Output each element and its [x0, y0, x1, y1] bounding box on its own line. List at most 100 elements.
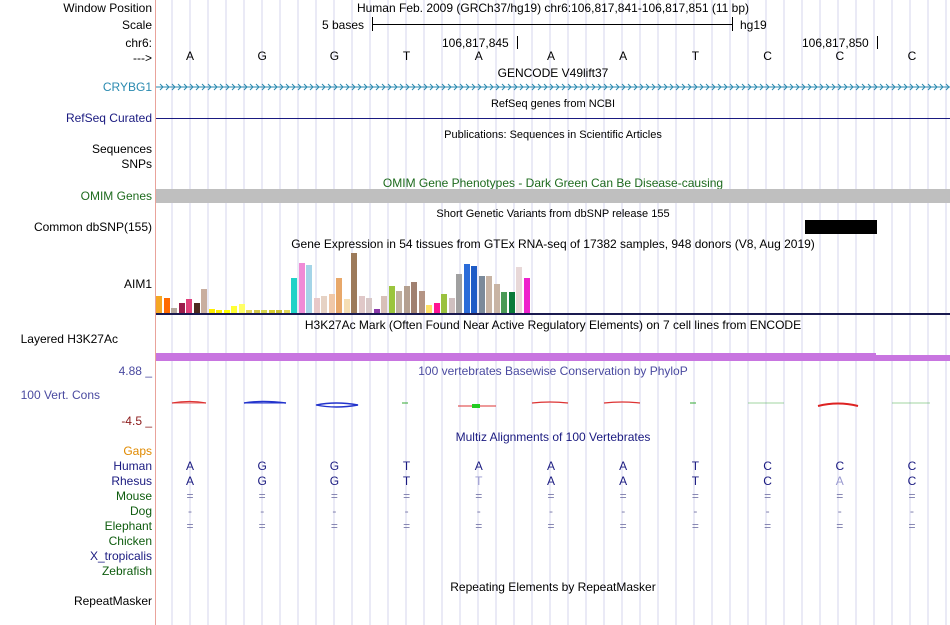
gtex-tissue-bar[interactable] — [231, 306, 237, 313]
omim-gene-feature[interactable] — [156, 189, 950, 203]
mouse-alignment-base: = — [258, 489, 266, 503]
gtex-tissue-bar[interactable] — [486, 276, 492, 313]
elephant-alignment-base: = — [330, 519, 338, 533]
layered-h3k27ac-label[interactable]: Layered H3K27Ac — [20, 332, 118, 346]
gtex-tissue-bar[interactable] — [403, 285, 410, 313]
dbsnp-variant-feature[interactable] — [805, 220, 877, 234]
gtex-tissue-bar[interactable] — [493, 283, 500, 313]
gtex-tissue-bar[interactable] — [373, 309, 380, 313]
mouse-alignment-base: = — [764, 489, 772, 503]
gtex-tissue-bar[interactable] — [471, 265, 477, 313]
gtex-tissue-bar[interactable] — [298, 262, 305, 313]
scale-label: Scale — [121, 18, 152, 32]
gtex-tissue-bar[interactable] — [208, 309, 215, 313]
omim-genes-label[interactable]: OMIM Genes — [80, 189, 152, 203]
gtex-tissue-bar[interactable] — [351, 253, 357, 313]
rhesus-alignment-base: G — [329, 474, 340, 488]
gtex-tissue-bar[interactable] — [201, 288, 207, 313]
gtex-tissue-bar[interactable] — [186, 299, 192, 313]
gtex-tissue-bar[interactable] — [223, 310, 230, 313]
snps-label[interactable]: SNPs — [121, 157, 152, 171]
gtex-tissue-bar[interactable] — [523, 278, 530, 313]
gtex-tissue-bar[interactable] — [418, 290, 425, 313]
gtex-tissue-bar[interactable] — [306, 264, 312, 313]
elephant-species-label[interactable]: Elephant — [104, 519, 152, 533]
sequences-label[interactable]: Sequences — [91, 142, 152, 156]
gtex-tissue-bar[interactable] — [313, 298, 320, 313]
rhesus-species-label[interactable]: Rhesus — [111, 474, 152, 488]
gtex-baseline — [156, 313, 950, 315]
gtex-tissue-bar[interactable] — [291, 278, 297, 313]
gtex-tissue-bar[interactable] — [283, 310, 290, 313]
gaps-label[interactable]: Gaps — [123, 444, 152, 458]
gtex-bar-chart[interactable] — [156, 252, 950, 313]
gtex-tissue-bar[interactable] — [426, 305, 432, 313]
gtex-tissue-bar[interactable] — [336, 278, 342, 313]
crybg1-gene-feature[interactable] — [156, 81, 950, 93]
crybg1-gene-label[interactable]: CRYBG1 — [102, 80, 152, 94]
gtex-tissue-bar[interactable] — [253, 310, 260, 313]
multiz-title: Multiz Alignments of 100 Vertebrates — [455, 430, 651, 444]
common-dbsnp-label[interactable]: Common dbSNP(155) — [33, 220, 152, 234]
gtex-tissue-bar[interactable] — [411, 282, 417, 313]
zebrafish-species-label[interactable]: Zebrafish — [101, 564, 152, 578]
dog-alignment-base: - — [549, 504, 553, 518]
gtex-tissue-bar[interactable] — [448, 298, 455, 313]
gtex-tissue-bar[interactable] — [321, 295, 327, 313]
gtex-tissue-bar[interactable] — [358, 295, 365, 313]
gtex-tissue-bar[interactable] — [178, 303, 185, 313]
dog-species-label[interactable]: Dog — [129, 504, 152, 518]
gtex-tissue-bar[interactable] — [381, 295, 387, 313]
gtex-tissue-bar[interactable] — [343, 299, 350, 313]
gtex-title: Gene Expression in 54 tissues from GTEx … — [291, 237, 815, 251]
gtex-tissue-bar[interactable] — [246, 310, 252, 313]
mouse-alignment-base: = — [691, 489, 699, 503]
gtex-tissue-bar[interactable] — [433, 303, 440, 313]
gtex-tissue-bar[interactable] — [216, 310, 222, 313]
gtex-tissue-bar[interactable] — [478, 276, 485, 313]
gtex-tissue-bar[interactable] — [366, 298, 372, 313]
gtex-tissue-bar[interactable] — [268, 310, 275, 313]
h3k27ac-signal-tail[interactable] — [876, 355, 950, 361]
scale-db-text: hg19 — [740, 18, 767, 32]
gtex-tissue-bar[interactable] — [163, 298, 170, 313]
rhesus-alignment-base: T — [402, 474, 411, 488]
gtex-tissue-bar[interactable] — [388, 285, 395, 313]
refseq-gene-line[interactable] — [156, 118, 950, 119]
scale-bar-text: 5 bases — [322, 18, 365, 32]
mouse-alignment-base: = — [330, 489, 338, 503]
gtex-tissue-bar[interactable] — [456, 274, 462, 313]
gtex-tissue-bar[interactable] — [276, 310, 282, 313]
gtex-tissue-bar[interactable] — [261, 310, 267, 313]
mouse-alignment-base: = — [836, 489, 844, 503]
h3k27ac-signal[interactable] — [156, 353, 876, 361]
vert-cons-label[interactable]: 100 Vert. Cons — [20, 388, 100, 402]
mouse-species-label[interactable]: Mouse — [115, 489, 152, 503]
elephant-alignment-base: = — [836, 519, 844, 533]
aim1-label[interactable]: AIM1 — [123, 277, 152, 291]
gtex-tissue-bar[interactable] — [508, 291, 515, 313]
gtex-tissue-bar[interactable] — [463, 263, 470, 313]
elephant-alignment-base: = — [764, 519, 772, 533]
gtex-tissue-bar[interactable] — [156, 295, 162, 313]
refseq-curated-label[interactable]: RefSeq Curated — [65, 111, 152, 125]
reference-base: G — [257, 49, 267, 63]
gtex-tissue-bar[interactable] — [501, 291, 507, 313]
gtex-tissue-bar[interactable] — [171, 308, 177, 313]
repeatmasker-label[interactable]: RepeatMasker — [73, 594, 152, 608]
gtex-tissue-bar[interactable] — [396, 290, 402, 313]
gtex-tissue-bar[interactable] — [193, 303, 200, 313]
track-image-area[interactable]: Human Feb. 2009 (GRCh37/hg19) chr6:106,8… — [156, 0, 950, 625]
assembly-position-header: Human Feb. 2009 (GRCh37/hg19) chr6:106,8… — [356, 1, 750, 15]
chicken-species-label[interactable]: Chicken — [108, 534, 152, 548]
phylop-conservation-graph[interactable] — [156, 395, 950, 415]
rhesus-alignment-base: A — [835, 474, 844, 488]
gtex-tissue-bar[interactable] — [238, 304, 245, 313]
gtex-tissue-bar[interactable] — [328, 293, 335, 313]
human-species-label[interactable]: Human — [113, 459, 152, 473]
gtex-tissue-bar[interactable] — [516, 266, 522, 313]
position-tick-label-2: 106,817,850 — [802, 36, 869, 50]
gtex-tissue-bar[interactable] — [441, 293, 447, 313]
scale-bar-left-tick — [372, 17, 373, 31]
x-tropicalis-species-label[interactable]: X_tropicalis — [89, 549, 152, 563]
